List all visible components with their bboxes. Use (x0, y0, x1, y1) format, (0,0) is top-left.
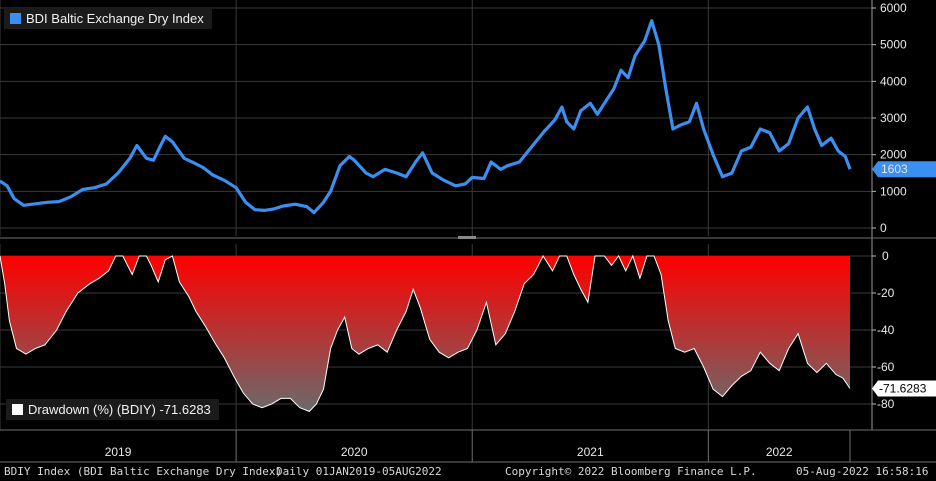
xtick-label: 2021 (577, 445, 604, 459)
footer-ticker: BDIY Index (BDI Baltic Exchange Dry Inde… (4, 465, 283, 478)
footer-timestamp: 05-Aug-2022 16:58:16 (796, 465, 929, 478)
chart-canvas: 0 1000 2000 3000 4000 5000 6000 0 -20 -40 -60 -80 20… (0, 0, 936, 463)
drawdown-fill (0, 256, 850, 412)
top-ytick-label: 0 (880, 221, 887, 235)
drawdown-outline (0, 254, 851, 412)
last-value-bottom-label: -71.6283 (879, 381, 927, 395)
top-legend-label: BDI Baltic Exchange Dry Index (26, 11, 204, 26)
top-ytick-label: 3000 (880, 111, 907, 125)
bottom-ytick-label: 0 (882, 249, 889, 263)
xtick-label: 2020 (341, 445, 368, 459)
footer-bar: BDIY Index (BDI Baltic Exchange Dry Inde… (0, 463, 936, 481)
top-ytick-label: 1000 (880, 184, 907, 198)
bottom-ytick-label: -20 (877, 286, 895, 300)
footer-range: Daily 01JAN2019-05AUG2022 (276, 465, 442, 478)
xtick-label: 2019 (105, 445, 132, 459)
top-ytick-label: 4000 (880, 74, 907, 88)
bottom-ytick-label: -40 (877, 323, 895, 337)
legend-swatch-blue (10, 13, 21, 24)
top-ytick-label: 2000 (880, 148, 907, 162)
bottom-ytick-label: -80 (877, 397, 895, 411)
bottom-legend: Drawdown (%) (BDIY) -71.6283 (6, 399, 219, 420)
footer-copyright: Copyright© 2022 Bloomberg Finance L.P. (505, 465, 757, 478)
top-ytick-label: 6000 (880, 1, 907, 15)
legend-swatch-white (12, 404, 23, 415)
top-ytick-label: 5000 (880, 38, 907, 52)
bdi-line (0, 19, 852, 215)
last-value-badge-bottom (872, 380, 936, 397)
drawdown-area (0, 254, 851, 412)
bdi-line-layer (0, 19, 852, 215)
last-value-top-label: 1603 (881, 162, 908, 176)
top-legend: BDI Baltic Exchange Dry Index (4, 8, 212, 29)
bottom-legend-label: Drawdown (%) (BDIY) -71.6283 (28, 402, 211, 417)
axis-layer: 0 1000 2000 3000 4000 5000 6000 0 -20 -40 -60 -80 20… (0, 0, 936, 463)
bottom-ytick-label: -60 (877, 360, 895, 374)
xtick-label: 2022 (766, 445, 793, 459)
last-value-badge-top (872, 161, 936, 178)
panel-resize-handle (458, 236, 476, 239)
